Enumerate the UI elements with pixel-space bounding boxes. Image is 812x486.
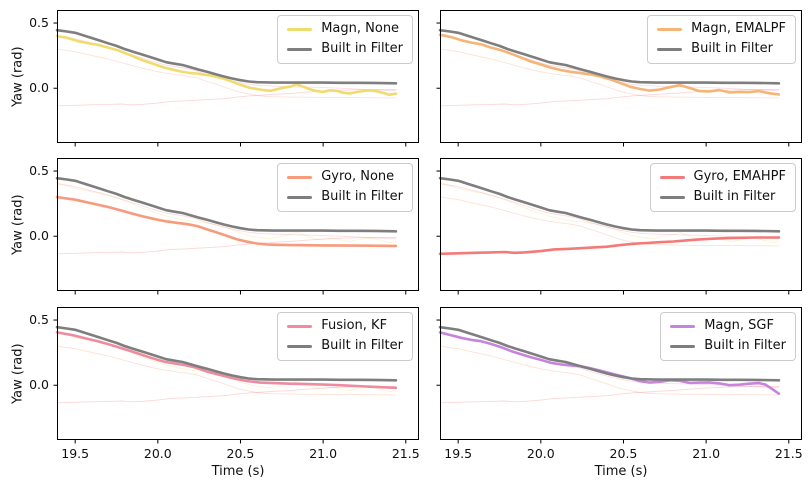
legend-label: Built in Filter [321,41,403,57]
legend-line-swatch [659,195,685,199]
legend-line-swatch [670,324,696,328]
x-tick-label: 19.5 [444,446,473,461]
legend-entry: Magn, EMALPF [657,21,786,37]
legend-line-swatch [287,344,313,348]
subplot-gyro-none: Yaw (rad) Gyro, None Built in Filter 0.5… [11,158,419,295]
legend-label: Magn, SGF [704,318,774,333]
plot-area-fusion-kf [53,307,419,444]
x-tick-label: 21.0 [692,446,721,461]
legend-label: Gyro, None [321,169,395,184]
legend-line-swatch [287,324,313,328]
x-tick-label: 21.0 [309,446,338,461]
legend-line-swatch [657,27,683,31]
legend-entry: Gyro, EMAHPF [659,169,786,185]
legend-label: Built in Filter [321,189,403,205]
legend: Magn, EMALPF Built in Filter [647,15,796,64]
legend-label: Built in Filter [691,41,773,57]
legend-line-swatch [287,195,313,199]
legend-entry: Gyro, None [287,169,403,185]
x-axis-label: Time (s) [594,464,648,479]
y-tick-label: 0.5 [29,163,49,179]
x-tick-label: 20.0 [526,446,555,461]
legend: Gyro, None Built in Filter [277,163,413,212]
legend-line-swatch [287,47,313,51]
legend-label: Magn, EMALPF [691,21,786,36]
legend-label: Built in Filter [693,189,776,205]
legend-entry: Built in Filter [287,41,403,57]
legend-entry: Built in Filter [287,189,403,205]
legend: Fusion, KF Built in Filter [277,312,413,361]
legend-label: Fusion, KF [321,318,388,333]
legend-line-swatch [670,344,696,348]
legend: Magn, None Built in Filter [277,15,413,64]
legend-label: Gyro, EMAHPF [693,169,786,184]
plot-area-gyro-none [53,158,419,295]
subplot-magn-none: Yaw (rad) Magn, None Built in Filter 0.5… [11,10,419,147]
legend-label: Built in Filter [321,338,403,354]
x-tick-label: 20.5 [226,446,255,461]
x-tick-label: 21.5 [391,446,420,461]
legend-entry: Built in Filter [287,338,403,354]
legend-line-swatch [287,175,313,179]
plot-area-gyro-emahpf [436,158,802,295]
legend-label: Magn, None [321,21,400,36]
legend: Gyro, EMAHPF Built in Filter [649,163,796,212]
legend-entry: Magn, None [287,21,403,37]
legend-entry: Built in Filter [657,41,786,57]
x-tick-label: 20.0 [143,446,172,461]
y-tick-label: 0.5 [29,312,49,328]
plot-area-magn-none [53,10,419,147]
legend: Magn, SGF Built in Filter [660,312,796,361]
legend-line-swatch [287,27,313,31]
legend-label: Built in Filter [704,338,786,354]
legend-entry: Built in Filter [670,338,786,354]
legend-line-swatch [657,47,683,51]
plot-area-magn-emalpf [436,10,802,147]
subplot-fusion-kf: Yaw (rad) Time (s) Fusion, KF Built in F… [11,307,420,479]
x-tick-label: 20.5 [609,446,638,461]
subplot-gyro-emahpf: Gyro, EMAHPF Built in Filter [436,158,802,295]
x-tick-label: 21.5 [774,446,803,461]
legend-line-swatch [659,175,685,179]
x-tick-label: 19.5 [61,446,90,461]
subplot-magn-emalpf: Magn, EMALPF Built in Filter [436,10,802,147]
legend-entry: Fusion, KF [287,318,403,334]
y-tick-label: 0.0 [29,80,49,96]
subplot-magn-sgf: Time (s) Magn, SGF Built in Filter 19.5 2… [436,307,803,479]
y-tick-label: 0.0 [29,377,49,393]
legend-entry: Magn, SGF [670,318,786,334]
x-axis-label: Time (s) [211,464,265,479]
y-tick-label: 0.0 [29,228,49,244]
plot-area-magn-sgf [436,307,802,444]
y-tick-label: 0.5 [29,15,49,31]
legend-entry: Built in Filter [659,189,786,205]
